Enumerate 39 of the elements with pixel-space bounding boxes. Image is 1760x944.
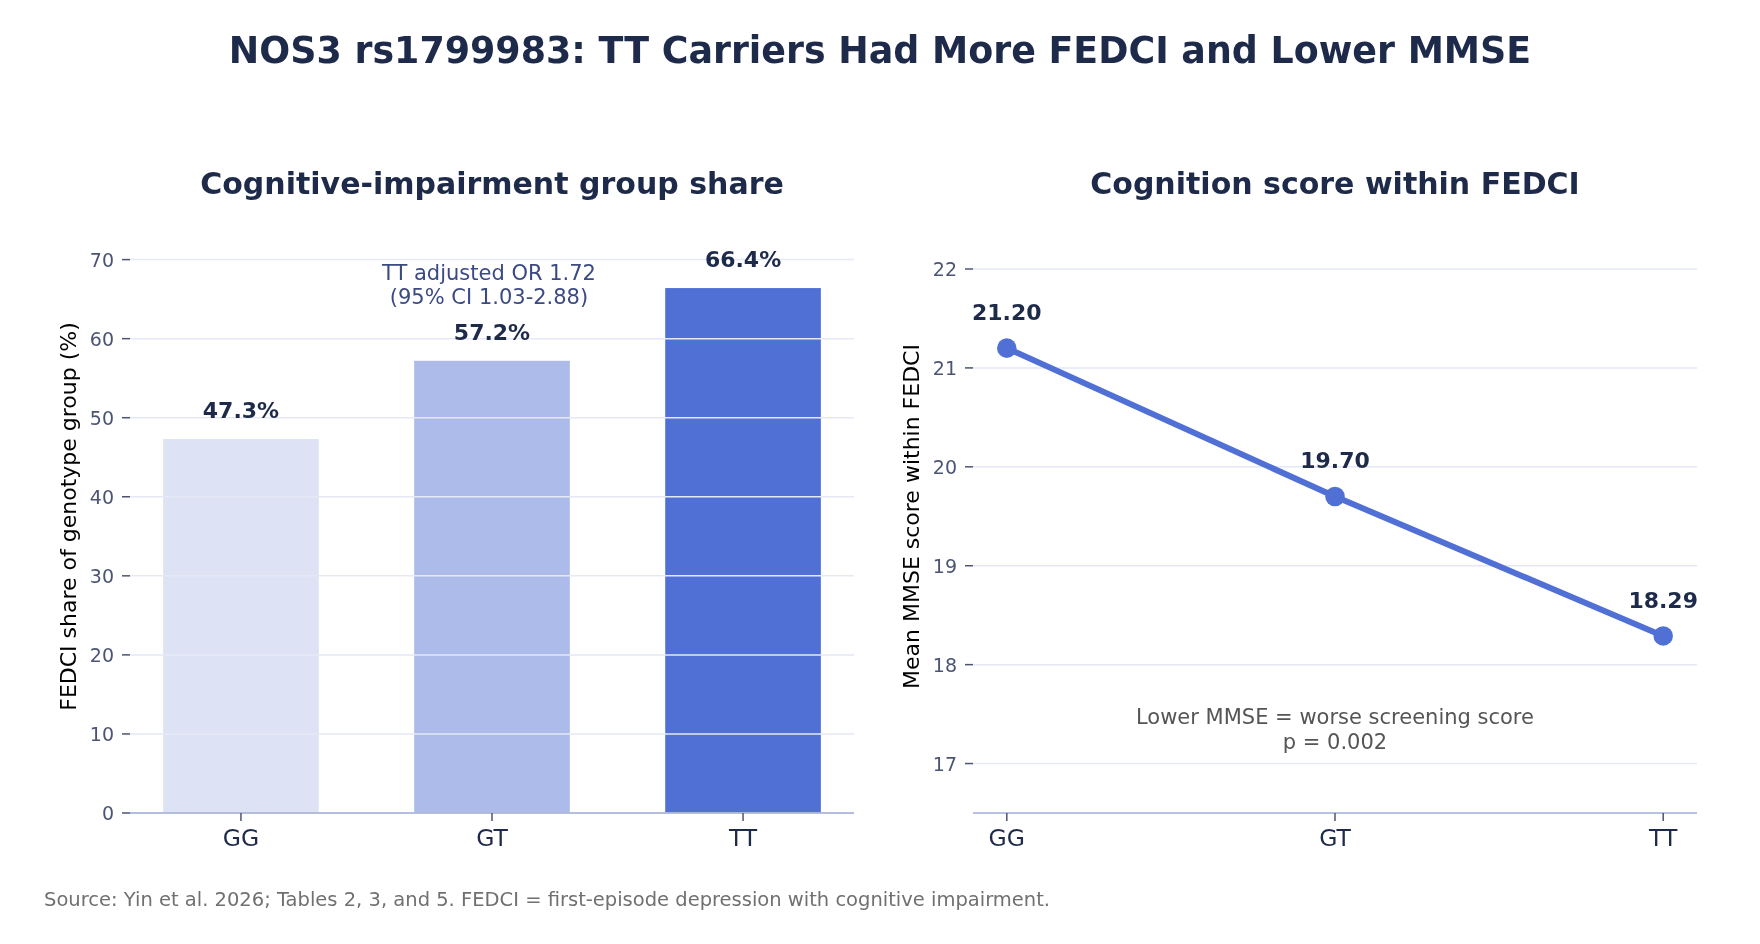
bar [414,360,570,813]
y-tick-label: 50 [89,406,114,429]
y-tick-label: 22 [932,258,957,280]
y-tick-label: 21 [932,356,957,379]
y-tick-label: 18 [932,653,957,676]
y-tick-label: 20 [89,643,114,666]
annotation: TT adjusted OR 1.72 (95% CI 1.03-2.88) [381,261,596,309]
x-tick-label: GG [222,824,260,852]
chart-title: Cognition score within FEDCI [1090,166,1580,201]
y-tick-label: 0 [101,802,114,824]
y-tick-label: 17 [932,752,957,775]
y-tick-label: 70 [89,248,114,271]
point [1653,626,1673,646]
bar [665,288,821,813]
x-tick-label: GT [1319,824,1352,852]
y-tick-label: 10 [89,722,114,745]
x-tick-label: TT [1648,824,1678,852]
y-tick-label: 40 [89,485,114,508]
x-tick-label: GG [988,824,1026,852]
data-label: 57.2% [453,319,531,345]
y-tick-label: 30 [89,564,114,587]
y-tick-label: 19 [932,554,957,577]
source-note: Source: Yin et al. 2026; Tables 2, 3, and 5. FEDCI = first-episode depression with cognitive impairment. [44,888,1051,911]
point [997,338,1017,358]
x-tick-label: TT [727,824,758,852]
text: NOS3 rs1799983: TT Carriers Had More FEDCI and Lower MMSE [228,29,1532,72]
chart-title: Cognitive-impairment group share [200,166,784,201]
y-axis-title: Mean MMSE score within FEDCI [898,344,924,689]
point [1325,486,1345,507]
x-tick-label: GT [476,824,509,852]
data-label: 21.20 [972,300,1042,326]
data-label: 66.4% [704,247,782,273]
y-tick-label: 60 [89,327,114,350]
y-axis-title: FEDCI share of genotype group (%) [55,322,81,711]
data-label: 18.29 [1628,587,1698,613]
data-label: 19.70 [1300,448,1370,474]
y-tick-label: 20 [932,455,957,478]
annotation: Lower MMSE = worse screening score p = 0.002 [1136,705,1534,754]
data-label: 47.3% [202,398,280,424]
